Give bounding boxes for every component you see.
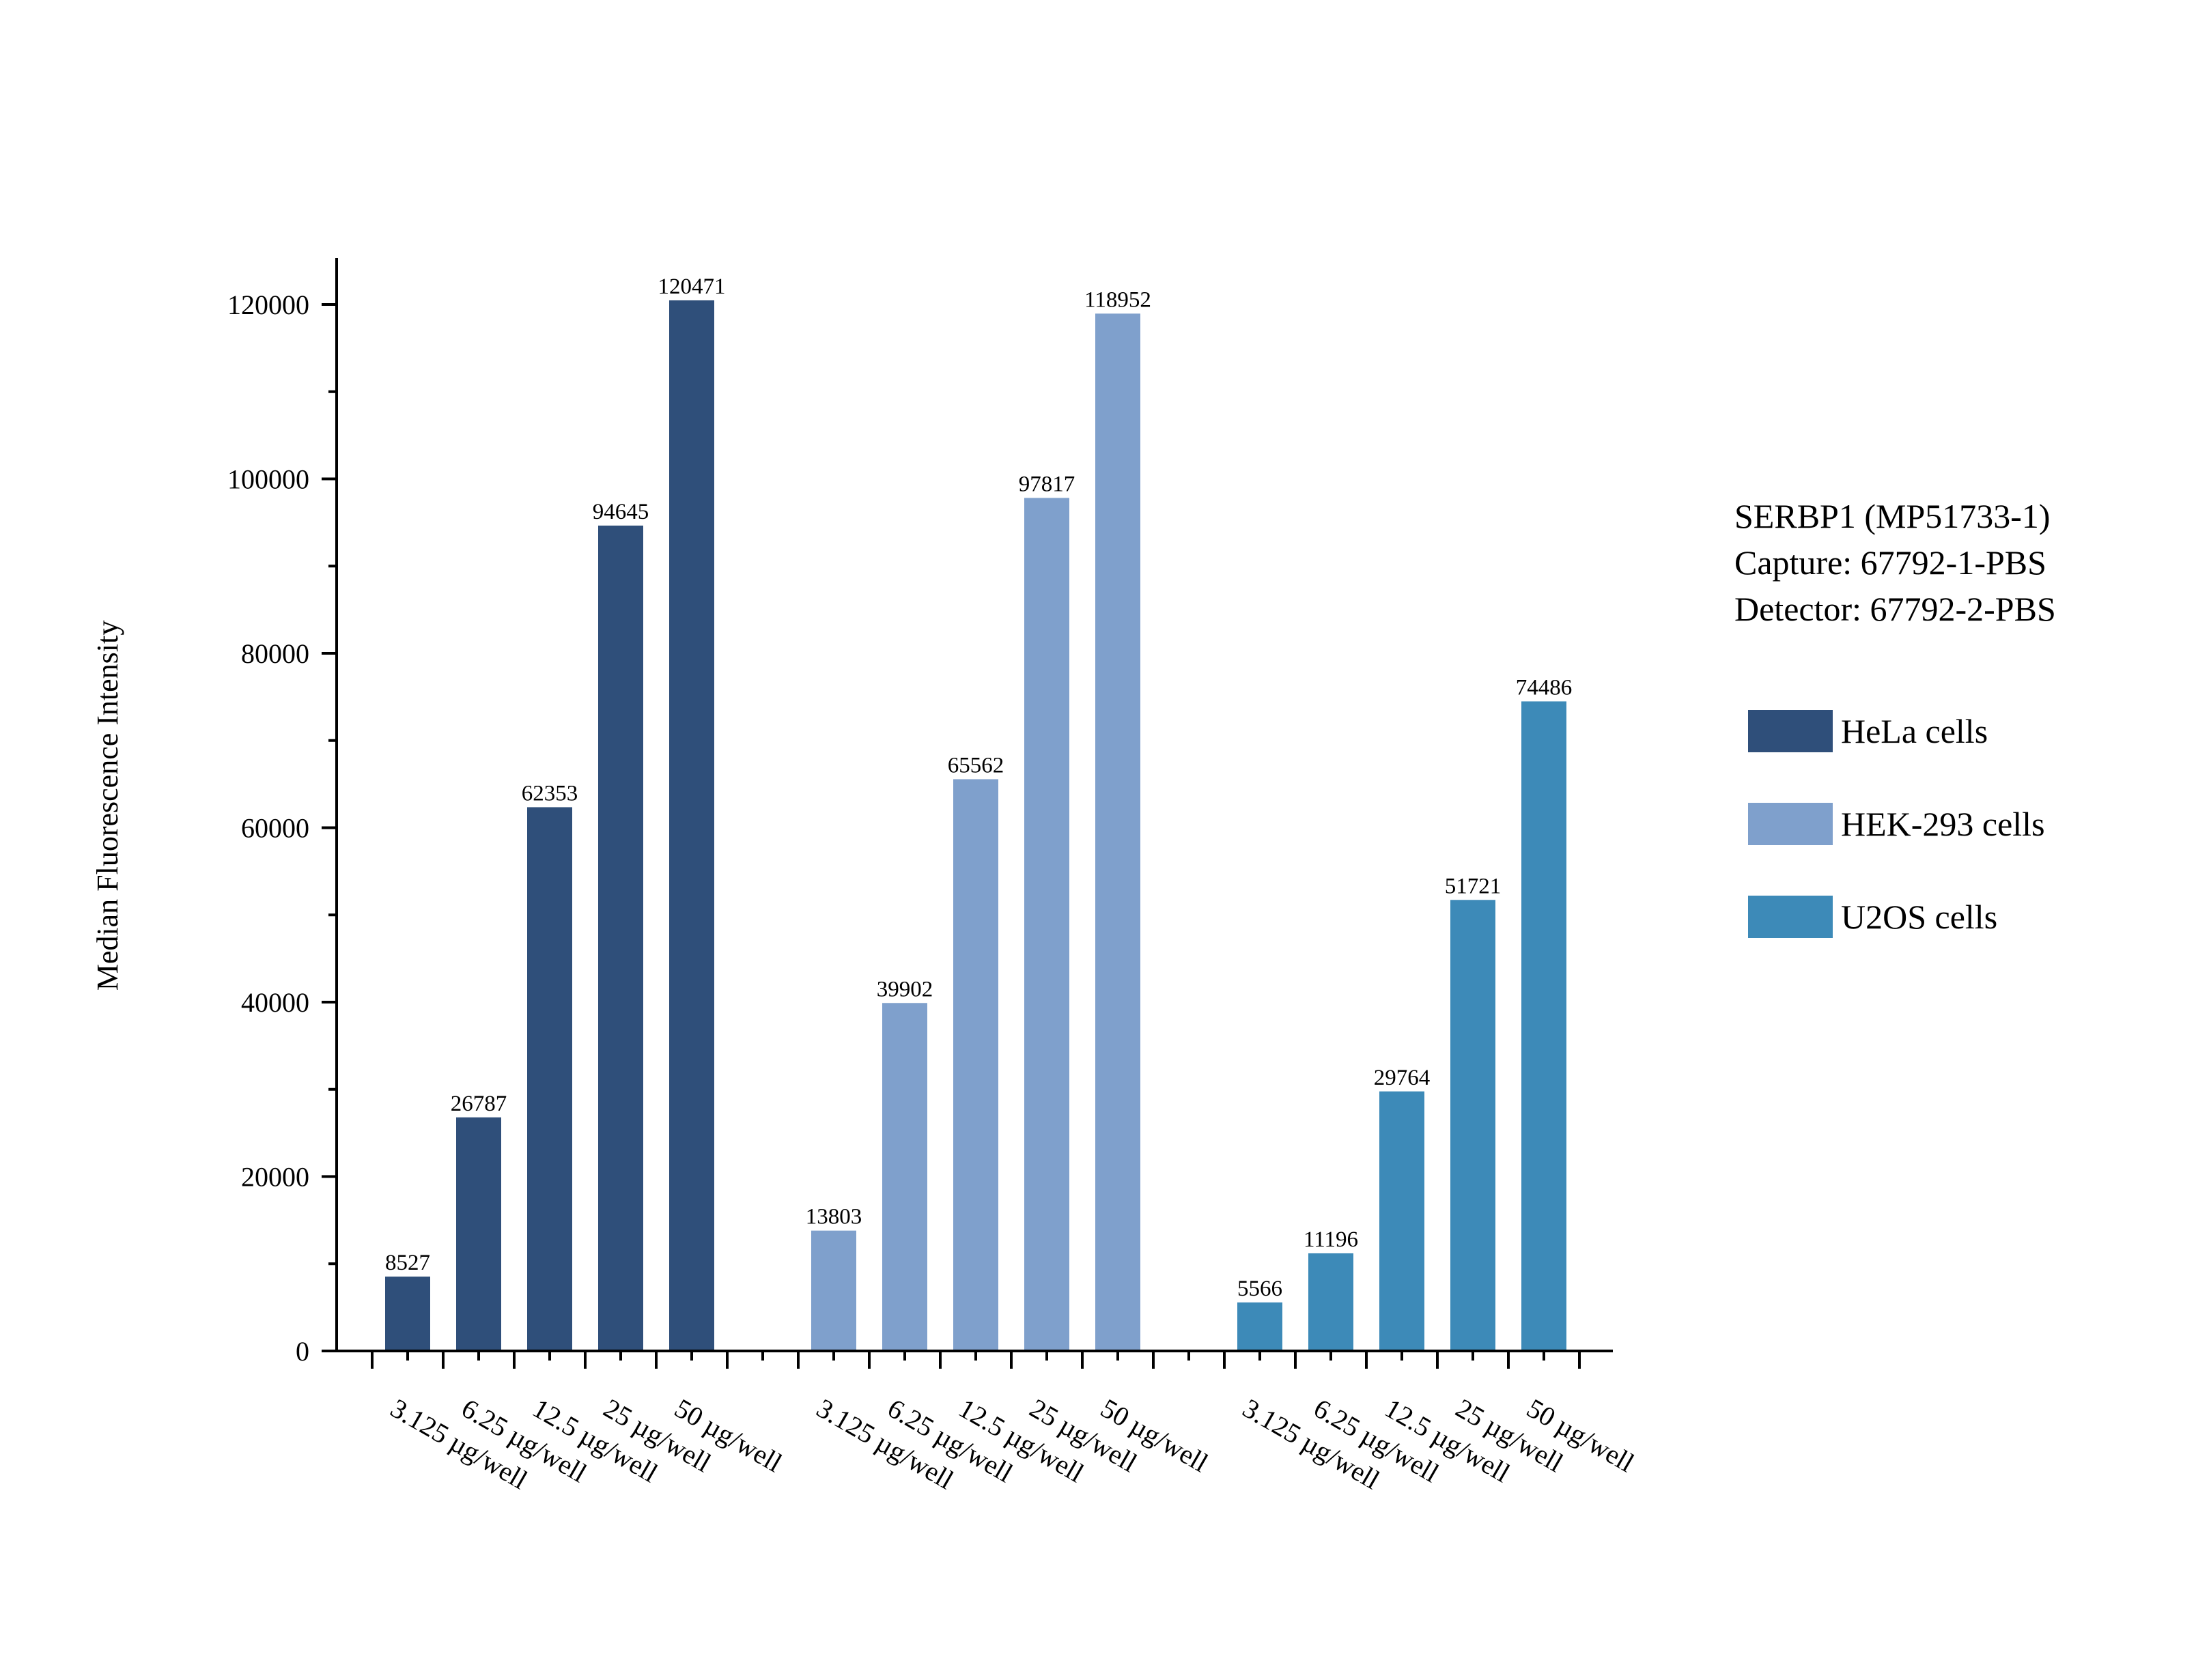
bar-value-label: 118952: [1084, 287, 1151, 312]
legend-swatch-hek293: [1748, 803, 1833, 845]
legend-item-u2os: U2OS cells: [1748, 894, 2045, 939]
bar-value-label: 120471: [658, 274, 726, 299]
legend-label-hek293: HEK-293 cells: [1841, 805, 2045, 843]
legend-swatch-hela: [1748, 710, 1833, 752]
axes-group: [335, 258, 1613, 1352]
bar-value-label: 26787: [451, 1092, 507, 1116]
y-tick-label: 60000: [241, 813, 309, 844]
annotation-line-capture: Capture: 67792-1-PBS: [1734, 543, 2046, 582]
y-ticks-group: 0 20000 40000 60000 80000 100000 120000: [227, 289, 337, 1367]
bar-value-label: 39902: [877, 977, 933, 1001]
y-tick-label: 40000: [241, 987, 309, 1018]
y-tick-label: 20000: [241, 1162, 309, 1193]
bar-value-label: 65562: [948, 753, 1004, 778]
legend-label-hela: HeLa cells: [1841, 712, 1988, 750]
bar: [456, 1117, 501, 1351]
bar-value-label: 62353: [522, 781, 578, 806]
bar: [1308, 1253, 1353, 1351]
bar: [527, 807, 572, 1351]
bar-value-label: 11196: [1304, 1227, 1358, 1252]
data-labels-group: 8527 26787 62353 94645 120471 13803 39902 65562…: [385, 274, 1572, 1301]
bar-value-label: 5566: [1237, 1277, 1282, 1301]
bar: [1379, 1091, 1424, 1351]
annotation-line-detector: Detector: 67792-2-PBS: [1734, 590, 2056, 628]
bar: [385, 1277, 430, 1351]
bar: [882, 1003, 927, 1351]
bar: [1237, 1302, 1282, 1351]
bar-value-label: 94645: [593, 500, 649, 524]
bar-value-label: 97817: [1019, 472, 1075, 496]
y-axis-label: Median Fluorescence Intensity: [91, 621, 124, 991]
legend-swatch-u2os: [1748, 896, 1833, 938]
bar: [811, 1230, 856, 1351]
bar: [598, 525, 643, 1351]
bar: [1450, 900, 1495, 1351]
bar-value-label: 13803: [806, 1205, 862, 1229]
y-tick-label: 0: [296, 1336, 309, 1367]
bar-value-label: 8527: [385, 1251, 430, 1275]
bar: [1521, 701, 1566, 1351]
bar-value-label: 51721: [1445, 874, 1502, 898]
y-tick-label: 120000: [227, 289, 309, 320]
bar-value-label: 29764: [1374, 1066, 1431, 1090]
bar: [669, 300, 714, 1352]
bar: [1024, 498, 1069, 1351]
legend-item-hela: HeLa cells: [1748, 709, 2045, 754]
bar: [1095, 313, 1140, 1352]
y-tick-label: 100000: [227, 464, 309, 495]
annotation-block: SERBP1 (MP51733-1) Capture: 67792-1-PBS …: [1734, 493, 2056, 632]
bars-group: [385, 300, 1566, 1352]
legend-item-hek293: HEK-293 cells: [1748, 801, 2045, 846]
legend-label-u2os: U2OS cells: [1841, 898, 1998, 936]
annotation-line-title: SERBP1 (MP51733-1): [1734, 497, 2051, 535]
y-tick-label: 80000: [241, 638, 309, 669]
bar-value-label: 74486: [1516, 675, 1573, 700]
legend: HeLa cells HEK-293 cells U2OS cells: [1748, 709, 2045, 987]
bar: [953, 779, 998, 1351]
